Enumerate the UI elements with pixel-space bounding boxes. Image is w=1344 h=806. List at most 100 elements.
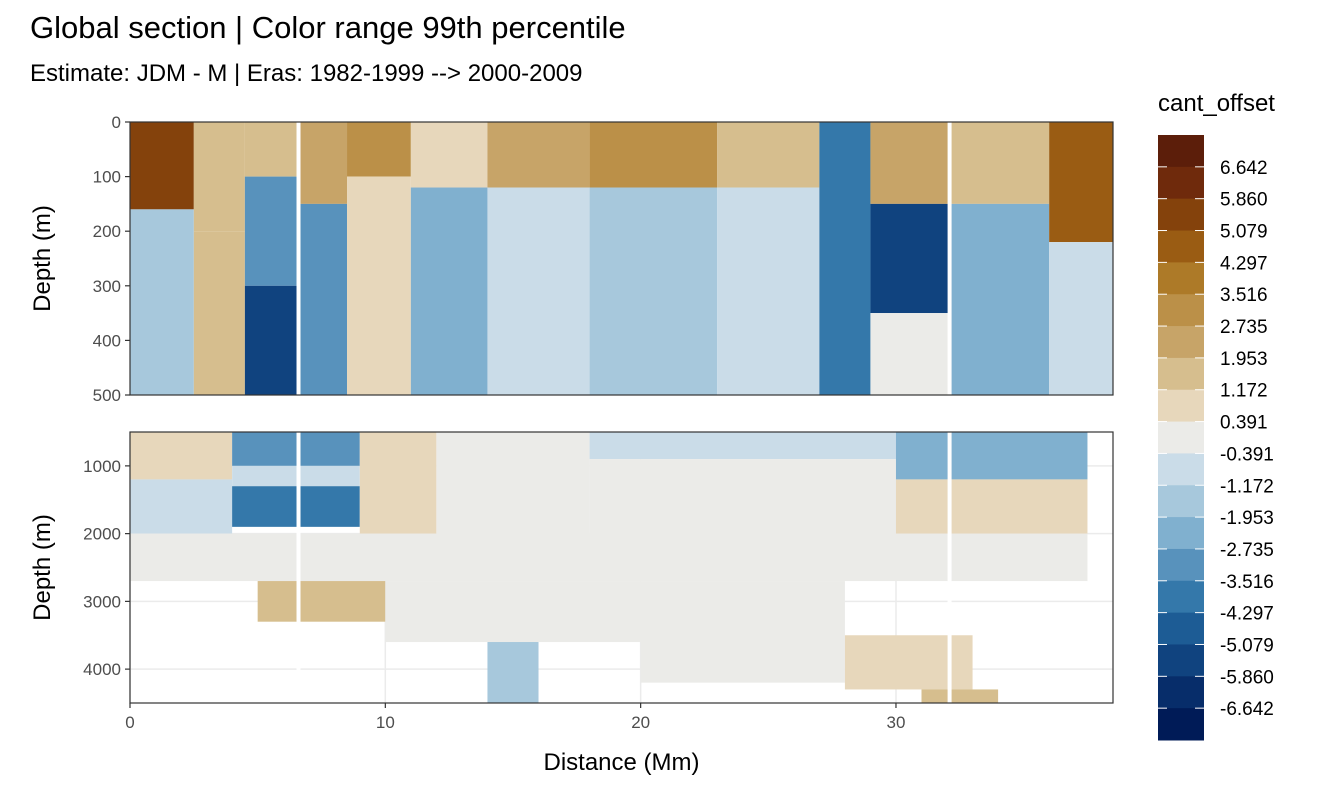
colorbar-label: 2.735: [1220, 317, 1268, 338]
heatmap-cell: [870, 203, 950, 314]
colorbar-label: 0.391: [1220, 413, 1268, 434]
heatmap-cell: [1049, 242, 1113, 395]
colorbar-label: -3.516: [1220, 572, 1274, 593]
heatmap-cell: [717, 122, 820, 188]
colorbar-swatch: [1158, 548, 1204, 582]
heatmap-cell: [130, 122, 194, 210]
heatmap-cell: [895, 432, 1088, 480]
heatmap-cell: [130, 432, 233, 480]
colorbar-label: 6.642: [1220, 158, 1268, 179]
colorbar-swatch: [1158, 389, 1204, 423]
colorbar-label: -5.079: [1220, 635, 1274, 656]
colorbar-label: -0.391: [1220, 444, 1274, 465]
colorbar-swatch: [1158, 262, 1204, 295]
colorbar-swatch: [1158, 166, 1204, 200]
colorbar-swatch: [1158, 580, 1204, 614]
colorbar-label: -1.172: [1220, 476, 1274, 497]
heatmap-cell: [949, 122, 1050, 204]
colorbar-label: -6.642: [1220, 699, 1274, 720]
chart-subtitle: Estimate: JDM - M | Eras: 1982-1999 --> …: [30, 60, 583, 87]
colorbar-title: cant_offset: [1158, 90, 1275, 117]
heatmap-cell: [717, 187, 820, 395]
colorbar-swatch: [1158, 230, 1204, 263]
heatmap-cell: [921, 689, 999, 703]
heatmap-cell: [244, 285, 299, 395]
section-gap: [296, 122, 301, 395]
y-tick-label: 1000: [83, 457, 121, 476]
colorbar-label: -2.735: [1220, 540, 1274, 561]
heatmap-cell: [870, 313, 950, 395]
heatmap-cell: [1049, 122, 1113, 243]
heatmap-cell: [347, 176, 411, 395]
x-axis-label: Distance (Mm): [543, 749, 699, 776]
y-tick-label: 400: [93, 331, 121, 350]
heatmap-cell: [410, 187, 488, 395]
y-tick-label: 300: [93, 277, 121, 296]
colorbar-swatch: [1158, 708, 1204, 741]
heatmap-cell: [130, 209, 194, 395]
colorbar-swatch: [1158, 612, 1204, 645]
x-tick-label: 0: [125, 713, 134, 732]
colorbar-swatch: [1158, 421, 1204, 454]
heatmap-cell: [844, 635, 973, 690]
colorbar-swatch: [1158, 326, 1204, 359]
heatmap-cell: [257, 581, 386, 622]
colorbar-swatch: [1158, 676, 1204, 709]
heatmap-cell: [232, 486, 360, 527]
heatmap-cell: [487, 187, 590, 395]
panel-border: [129, 431, 1114, 704]
heatmap-cell: [244, 122, 299, 177]
heatmap-cell: [385, 581, 641, 643]
section-gap: [296, 432, 301, 703]
heatmap-cell: [347, 122, 411, 177]
y-tick-label: 2000: [83, 525, 121, 544]
heatmap-cell: [193, 122, 245, 232]
section-gap: [947, 432, 952, 703]
colorbar-label: 1.172: [1220, 381, 1268, 402]
y-tick-label: 100: [93, 168, 121, 187]
y-tick-label: 3000: [83, 592, 121, 611]
y-tick-label: 0: [112, 113, 121, 132]
heatmap-cell: [130, 479, 233, 534]
colorbar-label: 3.516: [1220, 285, 1268, 306]
colorbar-swatch: [1158, 485, 1204, 518]
y-axis-label: Depth (m): [29, 205, 56, 312]
heatmap-cell: [410, 122, 488, 188]
colorbar-label: 1.953: [1220, 349, 1268, 370]
heatmap-cell: [589, 459, 896, 534]
chart-title: Global section | Color range 99th percen…: [30, 10, 626, 45]
heatmap-cell: [819, 122, 871, 395]
heatmap-cell: [487, 642, 539, 703]
colorbar-swatch: [1158, 135, 1204, 168]
x-tick-label: 10: [376, 713, 395, 732]
colorbar-swatch: [1158, 294, 1204, 327]
heatmap-cell: [870, 122, 950, 204]
heatmap-cell: [232, 465, 360, 487]
colorbar-label: 4.297: [1220, 253, 1268, 274]
colorbar-label: -5.860: [1220, 667, 1274, 688]
heatmap-cell: [895, 479, 1088, 534]
heatmap-cell: [130, 533, 1088, 582]
colorbar-swatch: [1158, 357, 1204, 391]
y-tick-label: 4000: [83, 660, 121, 679]
heatmap-cell: [589, 432, 896, 460]
colorbar-label: -4.297: [1220, 604, 1274, 625]
colorbar-label: 5.079: [1220, 222, 1268, 243]
colorbar-swatch: [1158, 198, 1204, 232]
heatmap-cell: [436, 432, 590, 534]
y-axis-label: Depth (m): [29, 514, 56, 621]
heatmap-cell: [640, 581, 845, 683]
colorbar-swatch: [1158, 644, 1204, 677]
colorbar-swatch: [1158, 517, 1204, 550]
colorbar-swatch: [1158, 453, 1204, 486]
heatmap-cell: [487, 122, 590, 188]
heatmap-cell: [359, 432, 437, 534]
y-tick-label: 500: [93, 386, 121, 405]
heatmap-cell: [232, 432, 360, 466]
x-tick-label: 20: [631, 713, 650, 732]
x-tick-label: 30: [887, 713, 906, 732]
heatmap-cell: [298, 203, 348, 395]
heatmap-cell: [298, 122, 348, 204]
heatmap-cell: [244, 176, 299, 286]
